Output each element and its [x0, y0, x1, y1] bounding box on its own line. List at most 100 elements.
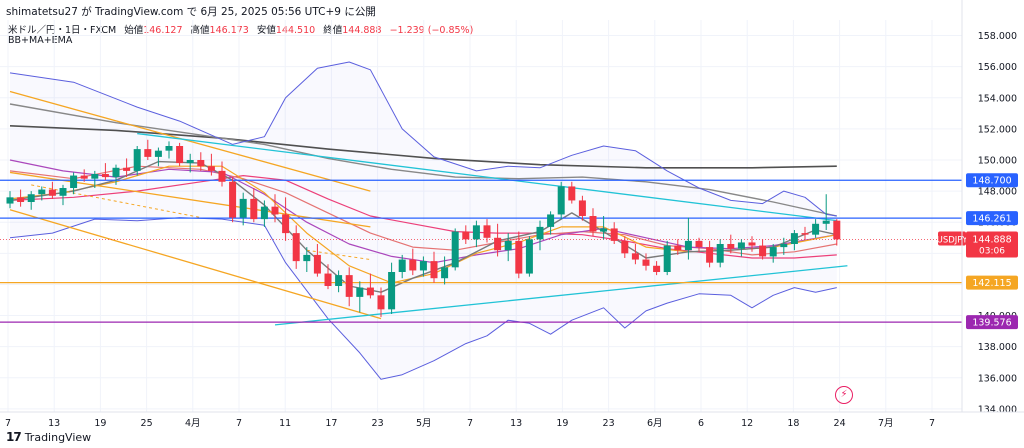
candle-body [653, 265, 661, 272]
candle-body [748, 242, 756, 246]
candle-body [504, 240, 512, 251]
tradingview-brand[interactable]: TradingView [24, 430, 92, 444]
candle-body [801, 233, 809, 235]
x-axis-tick-label: 6月 [647, 418, 663, 429]
x-axis-tick-label: 7 [929, 418, 935, 429]
candle-body [197, 160, 205, 167]
ma-long-line [9, 125, 837, 169]
candle-body [398, 259, 406, 272]
level-badge [966, 315, 1018, 330]
change-value: −1.239 (−0.85%) [389, 25, 474, 36]
candle-body [133, 149, 141, 171]
candle-body [250, 198, 258, 220]
candle-body [695, 240, 703, 248]
x-axis-tick-label: 12 [741, 418, 753, 429]
candle-body [335, 275, 343, 286]
candle-body [101, 174, 109, 178]
tradingview-logo-icon[interactable]: 17 [6, 430, 22, 444]
x-axis-tick-label: 5月 [416, 418, 432, 429]
chart-plot-area [0, 20, 962, 412]
y-axis-tick-label: 138.000 [978, 342, 1017, 353]
y-axis-tick-label: 158.000 [978, 31, 1017, 42]
footer: 17 TradingView [6, 430, 91, 444]
candle-body [536, 226, 544, 240]
level-badge-label: 139.576 [972, 318, 1011, 329]
x-axis-tick-label: 11 [279, 418, 291, 429]
x-axis-tick-label: 7 [467, 418, 473, 429]
candle-body [123, 167, 131, 171]
candle-body [91, 174, 99, 179]
candle-body [70, 175, 78, 188]
level-badge-label: 148.700 [972, 176, 1011, 187]
candle-body [282, 214, 290, 234]
candle-body [239, 198, 247, 218]
candle-body [165, 146, 173, 151]
x-axis-tick-label: 6 [698, 418, 704, 429]
x-axis-tick-label: 18 [787, 418, 799, 429]
lightning-icon[interactable]: ⚡ [835, 386, 853, 404]
candle-body [176, 146, 184, 164]
y-axis-tick-label: 148.000 [978, 187, 1017, 198]
low-label: 安値 [256, 25, 276, 36]
y-axis-tick-label: 134.000 [978, 404, 1017, 415]
candle-body [589, 216, 597, 232]
x-axis-tick-label: 23 [603, 418, 615, 429]
close-label: 終値 [323, 25, 343, 36]
dashed-line [306, 249, 371, 261]
last-price-badge [966, 231, 1018, 258]
candle-body [186, 160, 194, 164]
candle-body [769, 247, 777, 257]
x-axis-tick-label: 19 [94, 418, 106, 429]
candle-body [462, 231, 470, 240]
candle-body [716, 244, 724, 263]
last-price-label: 144.888 [972, 235, 1011, 246]
high-label: 高値 [190, 25, 210, 36]
x-axis-tick-label: 13 [510, 418, 522, 429]
candle-body [38, 189, 46, 195]
candle-body [674, 245, 682, 251]
bollinger-upper-line [9, 61, 837, 217]
candle-body [610, 228, 618, 241]
x-axis-tick-label: 7 [5, 418, 11, 429]
y-axis-tick-label: 152.000 [978, 124, 1017, 135]
x-axis-tick-label: 13 [48, 418, 60, 429]
candles [6, 139, 841, 318]
open-value: 146.127 [143, 25, 183, 36]
candle-body [303, 254, 311, 262]
candle-body [356, 287, 364, 297]
candle-body [780, 244, 788, 248]
candle-body [271, 206, 279, 215]
candle-body [377, 295, 385, 310]
candle-body [313, 254, 321, 274]
candle-body [547, 214, 555, 227]
trend-line [137, 132, 837, 222]
x-axis-tick-label: 7 [236, 418, 242, 429]
level-badge [966, 173, 1018, 188]
candle-body [409, 259, 417, 271]
trend-line [274, 265, 848, 326]
symbol-info[interactable]: 米ドル／円・1日・FXCM [8, 25, 117, 36]
low-value: 144.510 [275, 25, 316, 36]
candle-body [483, 225, 491, 238]
countdown-label: 03:06 [979, 247, 1005, 257]
candle-body [17, 197, 25, 202]
close-value: 144.888 [342, 25, 382, 36]
indicator-legend[interactable]: BB+MA+EMA [8, 35, 73, 46]
x-axis-tick-label: 4月 [185, 418, 201, 429]
x-axis-tick-label: 23 [372, 418, 384, 429]
y-axis-tick-label: 154.000 [978, 93, 1017, 104]
candle-body [833, 220, 841, 240]
candle-body [218, 170, 226, 182]
y-axis-tick-label: 150.000 [978, 156, 1017, 167]
candle-body [6, 197, 14, 204]
candle-body [578, 200, 586, 216]
candle-body [419, 261, 427, 271]
candle-body [451, 231, 459, 268]
x-axis-tick-label: 25 [141, 418, 153, 429]
candle-body [59, 188, 67, 196]
candle-body [812, 223, 820, 235]
candle-body [207, 166, 215, 171]
level-badge-label: 142.115 [972, 278, 1011, 289]
candle-body [600, 228, 608, 232]
